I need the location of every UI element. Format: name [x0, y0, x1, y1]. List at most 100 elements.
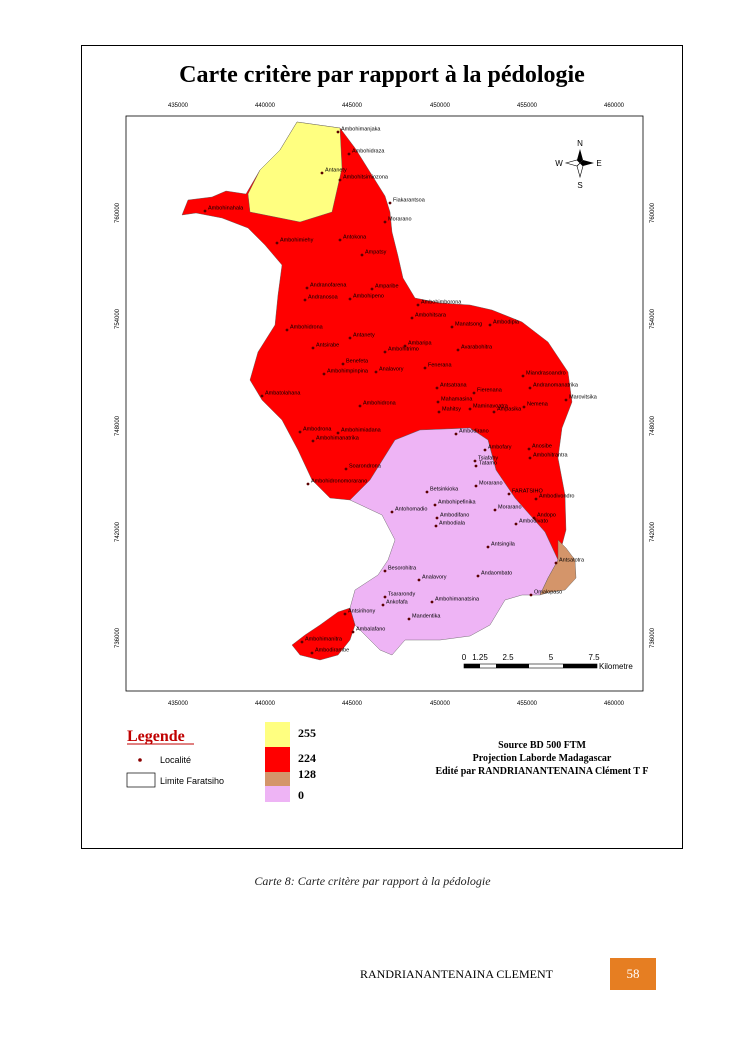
map-data-frame: [125, 115, 644, 692]
locality-label: Morarano: [388, 217, 412, 223]
locality-dot: [338, 178, 342, 182]
locality-label: Ambohidronomorarano: [311, 479, 367, 485]
x-tick-label: 460000: [604, 103, 625, 109]
locality-dot: [476, 574, 480, 578]
x-tick-label: 440000: [255, 103, 276, 109]
legend-value: 224: [298, 751, 316, 765]
locality-dot: [310, 651, 314, 655]
locality-label: Benefeta: [346, 359, 369, 365]
scale-label: 1.25: [472, 653, 488, 662]
y-tick-label: 742000: [115, 521, 121, 542]
legend: Legende Localité Limite Faratsiho 255 22…: [126, 722, 316, 802]
locality-marker: Ambodifano: [435, 513, 469, 520]
locality-label: Morarano: [498, 505, 522, 511]
locality-label: Tatamo: [479, 461, 497, 467]
locality-marker: Mandentika: [407, 614, 441, 621]
locality-dot: [564, 398, 568, 402]
locality-marker: Ambodivato: [514, 519, 548, 526]
locality-label: Ambaripa: [408, 341, 432, 347]
locality-dot: [260, 394, 264, 398]
locality-marker: Ambaripa: [403, 341, 432, 348]
locality-label: Ambohidrona: [290, 325, 324, 331]
locality-marker: Ambohitsimiozona: [338, 175, 389, 182]
locality-dot: [320, 171, 324, 175]
locality-marker: Antohomadio: [390, 507, 427, 514]
locality-marker: Tatamo: [474, 461, 497, 468]
locality-label: Anosibe: [532, 444, 552, 450]
locality-dot: [514, 522, 518, 526]
locality-label: Andaombato: [481, 571, 512, 577]
locality-label: Ambohimiehy: [280, 238, 314, 244]
locality-dot: [381, 603, 385, 607]
locality-marker: Tsararondy: [383, 592, 415, 599]
locality-label: Ambodirano: [459, 429, 489, 435]
figure-caption: Carte 8: Carte critère par rapport à la …: [254, 874, 491, 888]
locality-dot: [529, 593, 533, 597]
locality-dot: [454, 432, 458, 436]
compass-s: S: [577, 181, 582, 190]
scale-label: 7.5: [588, 653, 600, 662]
locality-label: Besorohitra: [388, 566, 417, 572]
scale-unit: Kilometre: [599, 662, 633, 671]
locality-label: Ambodirambe: [315, 648, 349, 654]
locality-marker: Analavory: [417, 575, 447, 582]
locality-label: Antsatotra: [559, 558, 585, 564]
locality-label: Analavory: [422, 575, 447, 581]
y-tick-label: 748000: [650, 415, 656, 436]
locality-dot: [554, 561, 558, 565]
locality-dot: [534, 497, 538, 501]
scale-label: 0: [462, 653, 467, 662]
locality-dot: [203, 209, 207, 213]
scale-label: 5: [549, 653, 554, 662]
scale-label: 2.5: [502, 653, 514, 662]
locality-label: FARATSIHO: [512, 489, 543, 495]
locality-marker: Fenerana: [423, 363, 452, 370]
locality-dot: [311, 439, 315, 443]
locality-label: Ambohimanatrika: [316, 436, 360, 442]
locality-dot: [532, 516, 536, 520]
locality-label: Ambodifano: [440, 513, 469, 519]
compass-n: N: [577, 139, 583, 148]
locality-marker: Amparibe: [370, 284, 399, 291]
locality-label: Maminavoatra: [473, 404, 509, 410]
x-tick-labels-top: 435000 440000 445000 450000 455000 46000…: [168, 103, 625, 109]
locality-label: Mahamasina: [441, 397, 473, 403]
locality-dot: [410, 316, 414, 320]
locality-dot: [351, 630, 355, 634]
locality-dot: [416, 303, 420, 307]
locality-dot: [285, 328, 289, 332]
locality-dot: [383, 350, 387, 354]
locality-marker: Avarabohitra: [456, 345, 493, 352]
legend-swatch-128: [265, 772, 290, 786]
locality-marker: Morarano: [493, 505, 522, 512]
locality-marker: Manatsong: [450, 322, 482, 329]
locality-marker: Ambohidraza: [347, 149, 385, 156]
locality-label: Antsirabe: [316, 343, 339, 349]
x-tick-label: 455000: [517, 701, 538, 707]
locality-marker: Analavory: [374, 367, 404, 374]
locality-label: Antsingila: [491, 542, 516, 548]
locality-label: Manatsong: [455, 322, 482, 328]
locality-marker: Ambodirambe: [310, 648, 349, 655]
locality-label: Antsirihony: [348, 609, 375, 615]
locality-dot: [311, 346, 315, 350]
locality-label: Ambohitrantra: [533, 453, 568, 459]
page-number: 58: [610, 958, 656, 990]
locality-marker: Antokona: [338, 235, 367, 242]
locality-dot: [348, 336, 352, 340]
locality-marker: Ambohimanjaka: [336, 127, 381, 134]
locality-dot: [522, 405, 526, 409]
locality-label: Antanety: [353, 333, 375, 339]
x-tick-labels-bottom: 435000 440000 445000 450000 455000 46000…: [168, 701, 625, 707]
zone-brown-128: [539, 539, 577, 596]
locality-label: Andranomanatrika: [533, 383, 579, 389]
locality-label: Fierenana: [477, 388, 503, 394]
source-line2: Projection Laborde Madagascar: [473, 753, 612, 764]
locality-marker: Ampasika: [492, 407, 522, 414]
locality-label: Tsiafahy: [478, 456, 498, 462]
locality-symbol: [138, 758, 142, 762]
locality-label: Ambohimanitra: [305, 637, 343, 643]
localities-layer: Ambohimanjaka Ambohidraza Antanety Ambohits…: [203, 127, 598, 655]
locality-marker: Ampatsy: [360, 250, 387, 257]
